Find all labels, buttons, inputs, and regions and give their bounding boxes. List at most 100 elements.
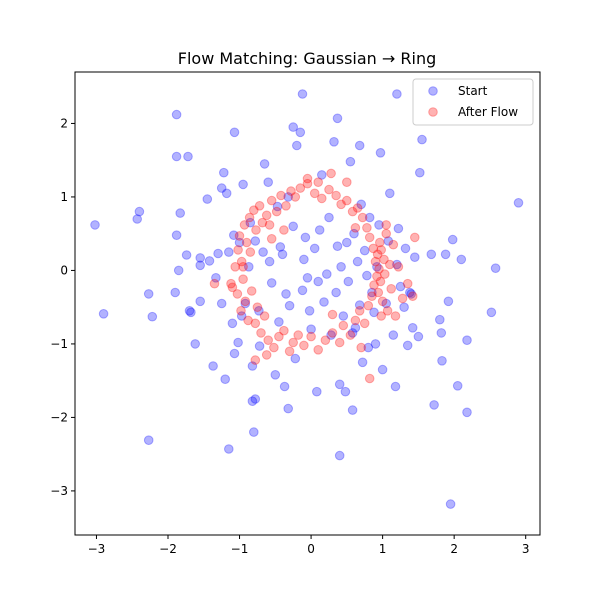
data-point	[171, 109, 182, 120]
data-point	[363, 342, 374, 353]
data-point	[327, 328, 338, 338]
data-point	[345, 330, 356, 340]
data-point	[147, 311, 158, 322]
legend-label: Start	[458, 84, 488, 98]
plot-area	[90, 89, 524, 509]
data-point	[229, 348, 240, 359]
legend-marker	[428, 107, 438, 117]
data-point	[368, 243, 379, 254]
data-point	[445, 499, 456, 509]
data-point	[270, 370, 281, 380]
data-point	[250, 394, 261, 404]
data-point	[216, 298, 227, 309]
data-point	[367, 291, 377, 302]
data-point	[462, 335, 472, 346]
data-point	[342, 237, 352, 248]
data-point	[143, 289, 154, 299]
data-point	[181, 250, 192, 260]
data-point	[376, 245, 387, 255]
data-point	[350, 223, 361, 233]
data-point	[279, 325, 289, 336]
data-point	[283, 403, 294, 414]
data-point	[329, 137, 339, 147]
data-point	[271, 206, 282, 217]
data-point	[290, 192, 301, 202]
data-point	[354, 300, 365, 310]
data-point	[363, 300, 374, 311]
data-point	[356, 199, 367, 210]
series-after-flow	[209, 168, 420, 384]
data-point	[342, 195, 352, 206]
data-point	[190, 339, 200, 349]
data-point	[379, 254, 389, 265]
data-point	[224, 444, 234, 454]
data-point	[224, 247, 234, 257]
legend-box	[412, 78, 534, 126]
data-point	[357, 357, 368, 368]
data-point	[244, 212, 255, 223]
data-point	[229, 127, 240, 138]
data-point	[246, 286, 257, 296]
data-point	[269, 342, 279, 353]
data-point	[202, 194, 213, 204]
data-point	[332, 113, 343, 124]
data-point	[342, 177, 352, 187]
data-point	[254, 201, 265, 211]
legend: Start After Flow	[412, 78, 534, 126]
data-point	[244, 262, 254, 272]
data-point	[383, 236, 394, 246]
data-point	[359, 245, 370, 256]
data-point	[275, 242, 286, 252]
data-point	[369, 307, 379, 318]
data-point	[374, 264, 384, 274]
data-point	[392, 89, 402, 99]
data-point	[266, 195, 277, 206]
data-point	[367, 287, 377, 298]
data-point	[173, 265, 184, 276]
data-point	[211, 273, 221, 283]
data-point	[312, 386, 322, 397]
data-point	[347, 206, 358, 217]
data-point	[98, 309, 109, 319]
data-point	[234, 237, 245, 248]
data-point	[238, 262, 248, 272]
data-point	[306, 324, 316, 335]
data-point	[393, 262, 404, 272]
data-point	[302, 173, 313, 184]
data-point	[314, 225, 325, 235]
data-point	[343, 276, 354, 287]
data-point	[293, 330, 304, 340]
data-point	[186, 307, 196, 318]
data-point	[377, 364, 388, 375]
data-point	[226, 278, 236, 289]
data-point	[443, 296, 454, 307]
data-point	[322, 269, 332, 279]
data-point	[238, 179, 248, 190]
data-point	[385, 188, 395, 199]
data-point	[195, 296, 205, 307]
data-point	[334, 337, 345, 348]
data-point	[245, 247, 256, 257]
data-point	[297, 89, 308, 99]
data-point	[243, 315, 253, 326]
data-point	[272, 201, 283, 212]
data-point	[410, 232, 420, 243]
data-point	[513, 198, 524, 208]
data-point	[183, 151, 193, 162]
legend-marker	[428, 86, 438, 96]
data-point	[250, 318, 261, 329]
data-point	[250, 236, 261, 246]
data-point	[219, 167, 229, 178]
data-point	[232, 289, 243, 299]
data-point	[281, 201, 291, 211]
data-point	[362, 223, 372, 233]
data-point	[382, 306, 393, 316]
data-point	[236, 256, 247, 267]
data-point	[334, 379, 345, 390]
data-point	[486, 307, 497, 318]
data-point	[331, 287, 341, 298]
data-point	[247, 396, 258, 407]
data-point	[380, 269, 390, 279]
data-point	[240, 296, 251, 307]
data-point	[264, 220, 275, 230]
